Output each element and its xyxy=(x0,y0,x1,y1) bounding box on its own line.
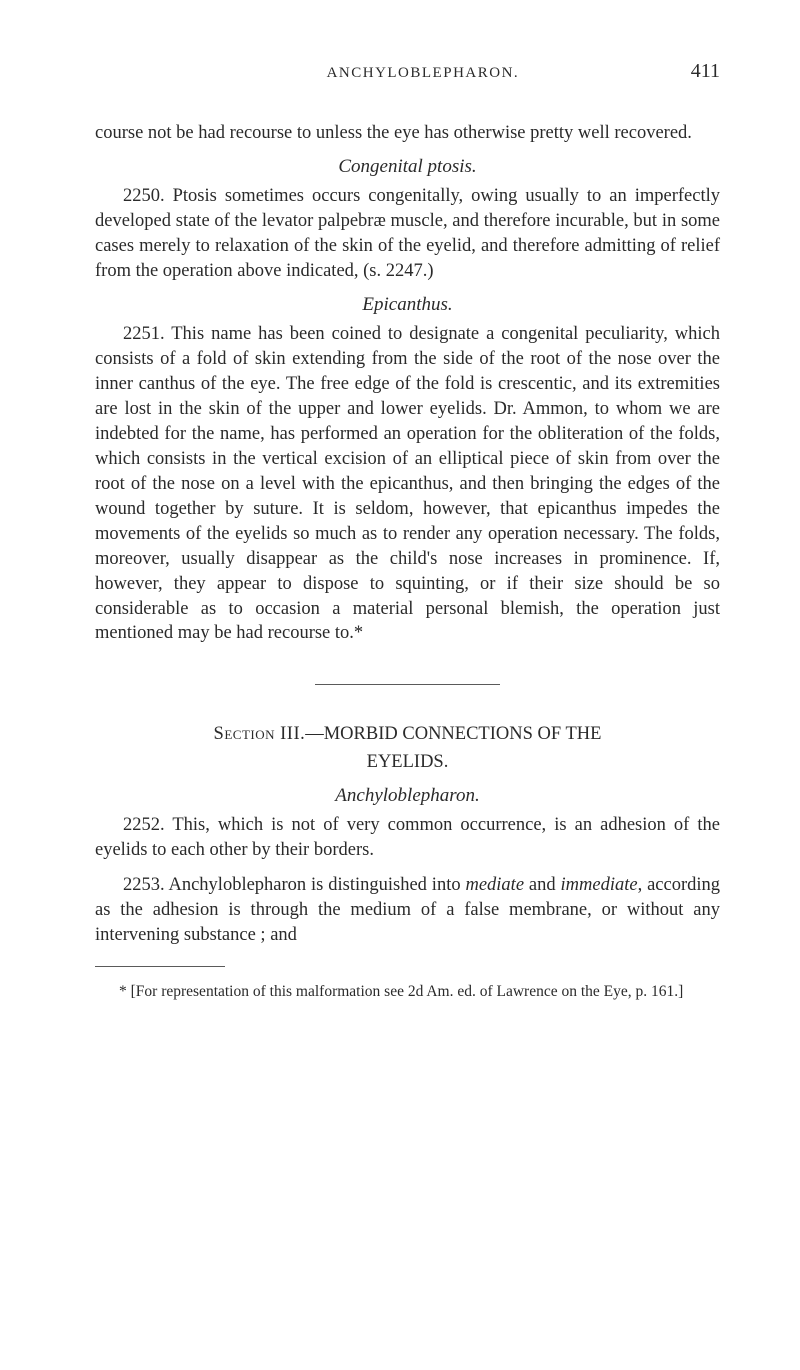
page-number: 411 xyxy=(691,60,720,83)
paragraph-continuation: course not be had recourse to unless the… xyxy=(95,121,720,146)
subheading-anchyloblepharon: Anchyloblepharon. xyxy=(95,785,720,807)
subheading-epicanthus: Epicanthus. xyxy=(95,294,720,316)
running-head: ANCHYLOBLEPHARON. xyxy=(155,65,691,82)
footnote-divider xyxy=(95,966,225,967)
paragraph-2250: 2250. Ptosis sometimes occurs congenital… xyxy=(95,184,720,284)
page-header: ANCHYLOBLEPHARON. 411 xyxy=(95,60,720,83)
section-label: Section III. xyxy=(214,724,306,744)
section-divider xyxy=(315,684,500,685)
text-run: and xyxy=(524,875,560,895)
paragraph-2251: 2251. This name has been coined to desig… xyxy=(95,322,720,647)
italic-immediate: immediate xyxy=(561,875,638,895)
text-run: 2253. Anchyloblepharon is distinguished … xyxy=(123,875,465,895)
paragraph-2253: 2253. Anchyloblepharon is distinguished … xyxy=(95,873,720,948)
italic-mediate: mediate xyxy=(465,875,524,895)
section-heading: Section III.—MORBID CONNECTIONS OF THE E… xyxy=(95,721,720,777)
document-page: ANCHYLOBLEPHARON. 411 course not be had … xyxy=(0,0,800,1069)
subheading-congenital-ptosis: Congenital ptosis. xyxy=(95,156,720,178)
section-title-line1: —MORBID CONNECTIONS OF THE xyxy=(305,724,601,744)
section-title-line2: EYELIDS. xyxy=(367,752,449,772)
footnote-text: * [For representation of this malformati… xyxy=(95,982,720,1003)
paragraph-2252: 2252. This, which is not of very common … xyxy=(95,813,720,863)
